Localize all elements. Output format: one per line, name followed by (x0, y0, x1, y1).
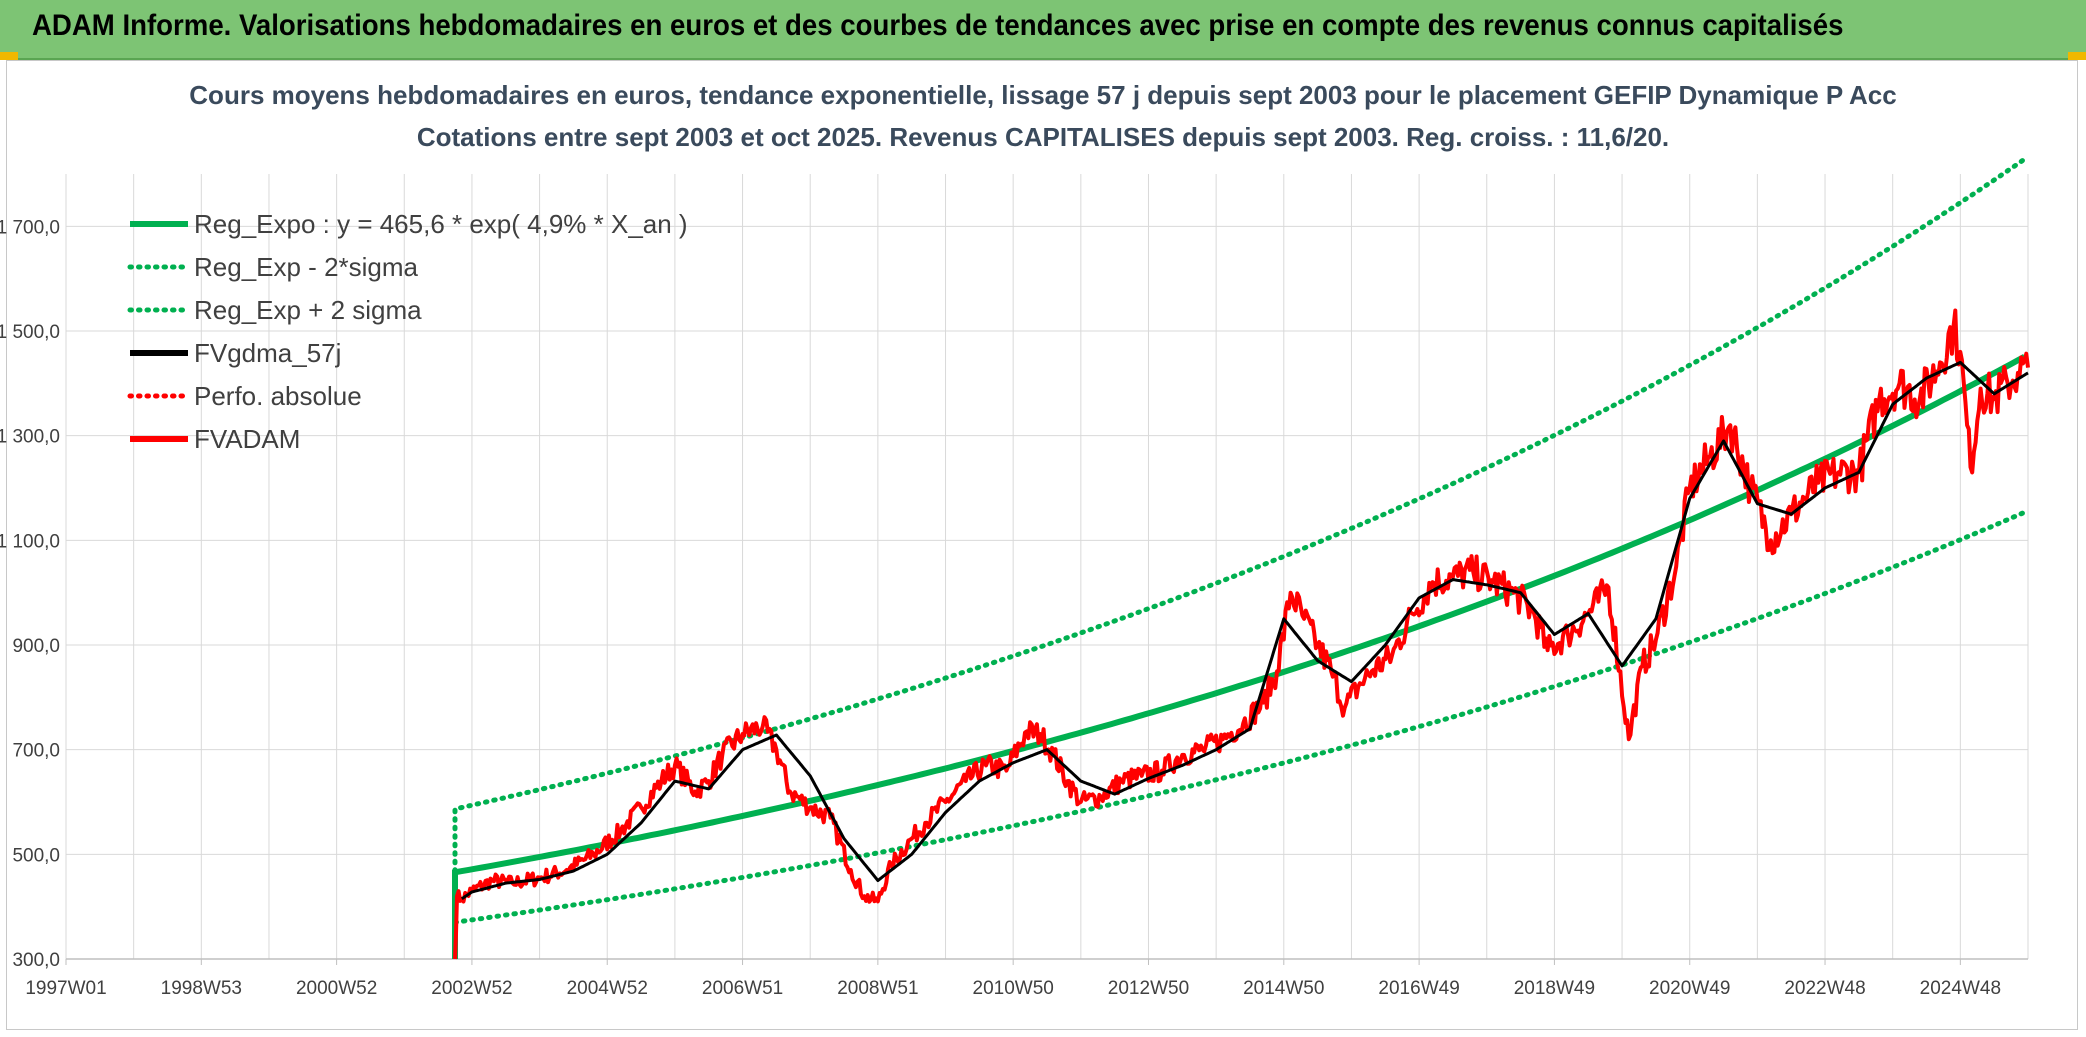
x-tick-label: 2002W52 (431, 978, 512, 999)
legend-label: Reg_Expo : y = 465,6 * exp( 4,9% * X_an … (194, 209, 688, 239)
y-axis: 300,0 500,0 700,0 900,0 1 100,0 1 300,0 1 500,… (0, 217, 60, 971)
x-tick-label: 2000W52 (296, 978, 377, 999)
series-reg-exp-minus-2-sigma (452, 509, 2028, 925)
chart-frame (6, 60, 2078, 1030)
x-tick-label: 2024W48 (1920, 978, 2001, 999)
chart-subtitle: Cotations entre sept 2003 et oct 2025. R… (417, 122, 1669, 152)
chart-title: Cours moyens hebdomadaires en euros, ten… (189, 80, 1896, 110)
y-tick-label: 1 700,0 (0, 217, 60, 238)
x-tick-label: 1998W53 (161, 978, 242, 999)
x-axis: 1997W01 1998W53 2000W52 2002W52 2004W52 2006W… (25, 958, 2028, 999)
y-tick-label: 1 300,0 (0, 427, 60, 448)
legend-label: FVgdma_57j (194, 338, 341, 368)
y-tick-label: 500,0 (12, 845, 60, 866)
legend-label: Reg_Exp + 2 sigma (194, 295, 422, 325)
x-tick-label: 2014W50 (1243, 978, 1324, 999)
x-tick-label: 1997W01 (25, 978, 106, 999)
x-tick-label: 2020W49 (1649, 978, 1730, 999)
x-tick-label: 2012W50 (1108, 978, 1189, 999)
y-tick-label: 900,0 (12, 636, 60, 657)
chart-area: Cours moyens hebdomadaires en euros, ten… (0, 80, 2030, 999)
series-reg-expo (452, 353, 2027, 959)
legend: Reg_Expo : y = 465,6 * exp( 4,9% * X_an … (127, 209, 688, 454)
grid (65, 174, 2029, 960)
series-reg-exp-plus-2-sigma (452, 156, 2028, 925)
y-tick-label: 700,0 (12, 741, 60, 762)
page-title: ADAM Informe. Valorisations hebdomadaire… (32, 9, 1844, 42)
y-tick-label: 300,0 (12, 950, 60, 971)
y-tick-label: 1 500,0 (0, 322, 60, 343)
legend-label: FVADAM (194, 424, 300, 454)
x-tick-label: 2022W48 (1784, 978, 1865, 999)
x-tick-label: 2018W49 (1514, 978, 1595, 999)
x-tick-label: 2008W51 (837, 978, 918, 999)
header-banner: ADAM Informe. Valorisations hebdomadaire… (0, 0, 2086, 60)
banner-corner-left (0, 52, 18, 60)
plot-area (452, 156, 2030, 960)
series-fvadam (453, 308, 2030, 960)
legend-label: Perfo. absolue (194, 381, 362, 411)
series-fvgdma-57j (460, 360, 2029, 901)
legend-label: Reg_Exp - 2*sigma (194, 252, 419, 282)
y-tick-label: 1 100,0 (0, 531, 60, 552)
banner-corner-right (2068, 52, 2086, 60)
x-tick-label: 2010W50 (973, 978, 1054, 999)
x-tick-label: 2004W52 (567, 978, 648, 999)
x-tick-label: 2006W51 (702, 978, 783, 999)
x-tick-label: 2016W49 (1378, 978, 1459, 999)
